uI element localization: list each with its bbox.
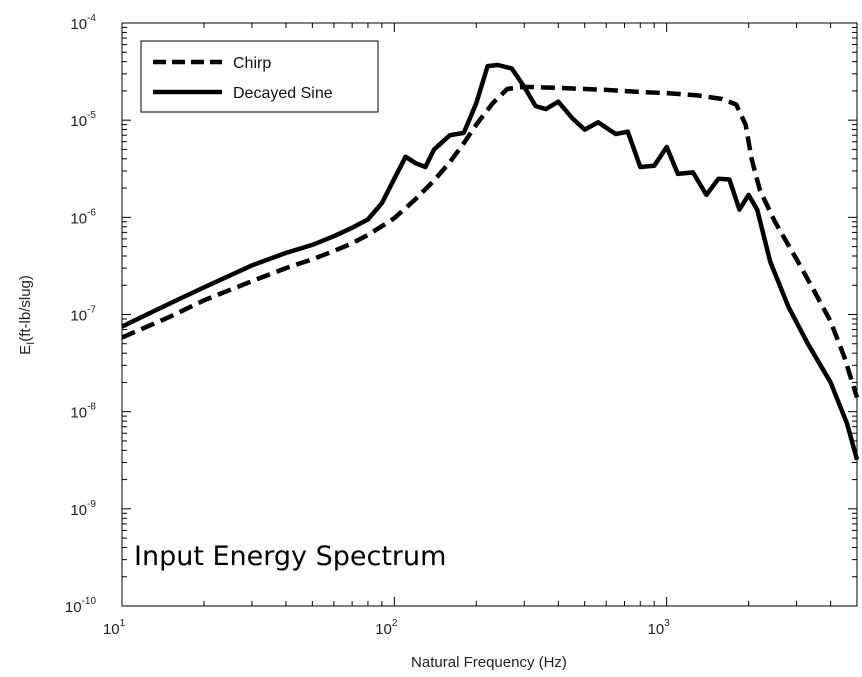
y-axis-label: EI(ft-lb/slug) (17, 275, 37, 355)
series-line-chirp (121, 84, 860, 399)
legend: Chirp Decayed Sine (140, 40, 379, 113)
y-tick-label: 10-9 (70, 499, 96, 519)
plot-area (121, 22, 858, 607)
legend-label-decayed-sine: Decayed Sine (233, 85, 333, 102)
legend-label-chirp: Chirp (233, 55, 271, 72)
legend-box (140, 40, 379, 113)
series-line-decayed-sine (121, 62, 860, 461)
y-tick-label: 10-8 (70, 402, 96, 422)
x-axis-ticks: 101 102 103 (103, 23, 670, 638)
x-tick-label: 102 (375, 618, 398, 638)
y-axis-ticks: 10-10 10-9 10-8 10-7 10-6 10-5 10-4 (65, 13, 857, 616)
annotation-text: Input Energy Spectrum (134, 541, 446, 572)
x-minor-ticks (203, 23, 858, 606)
x-tick-label: 103 (648, 618, 671, 638)
y-minor-ticks (122, 26, 857, 578)
y-tick-label: 10-7 (70, 305, 96, 325)
y-tick-label: 10-6 (70, 207, 96, 227)
y-tick-label: 10-4 (70, 13, 96, 33)
x-tick-label: 101 (103, 618, 126, 638)
series-layer (121, 62, 860, 461)
y-tick-label: 10-10 (65, 596, 97, 616)
y-tick-label: 10-5 (70, 110, 96, 130)
x-axis-label: Natural Frequency (Hz) (411, 654, 567, 671)
